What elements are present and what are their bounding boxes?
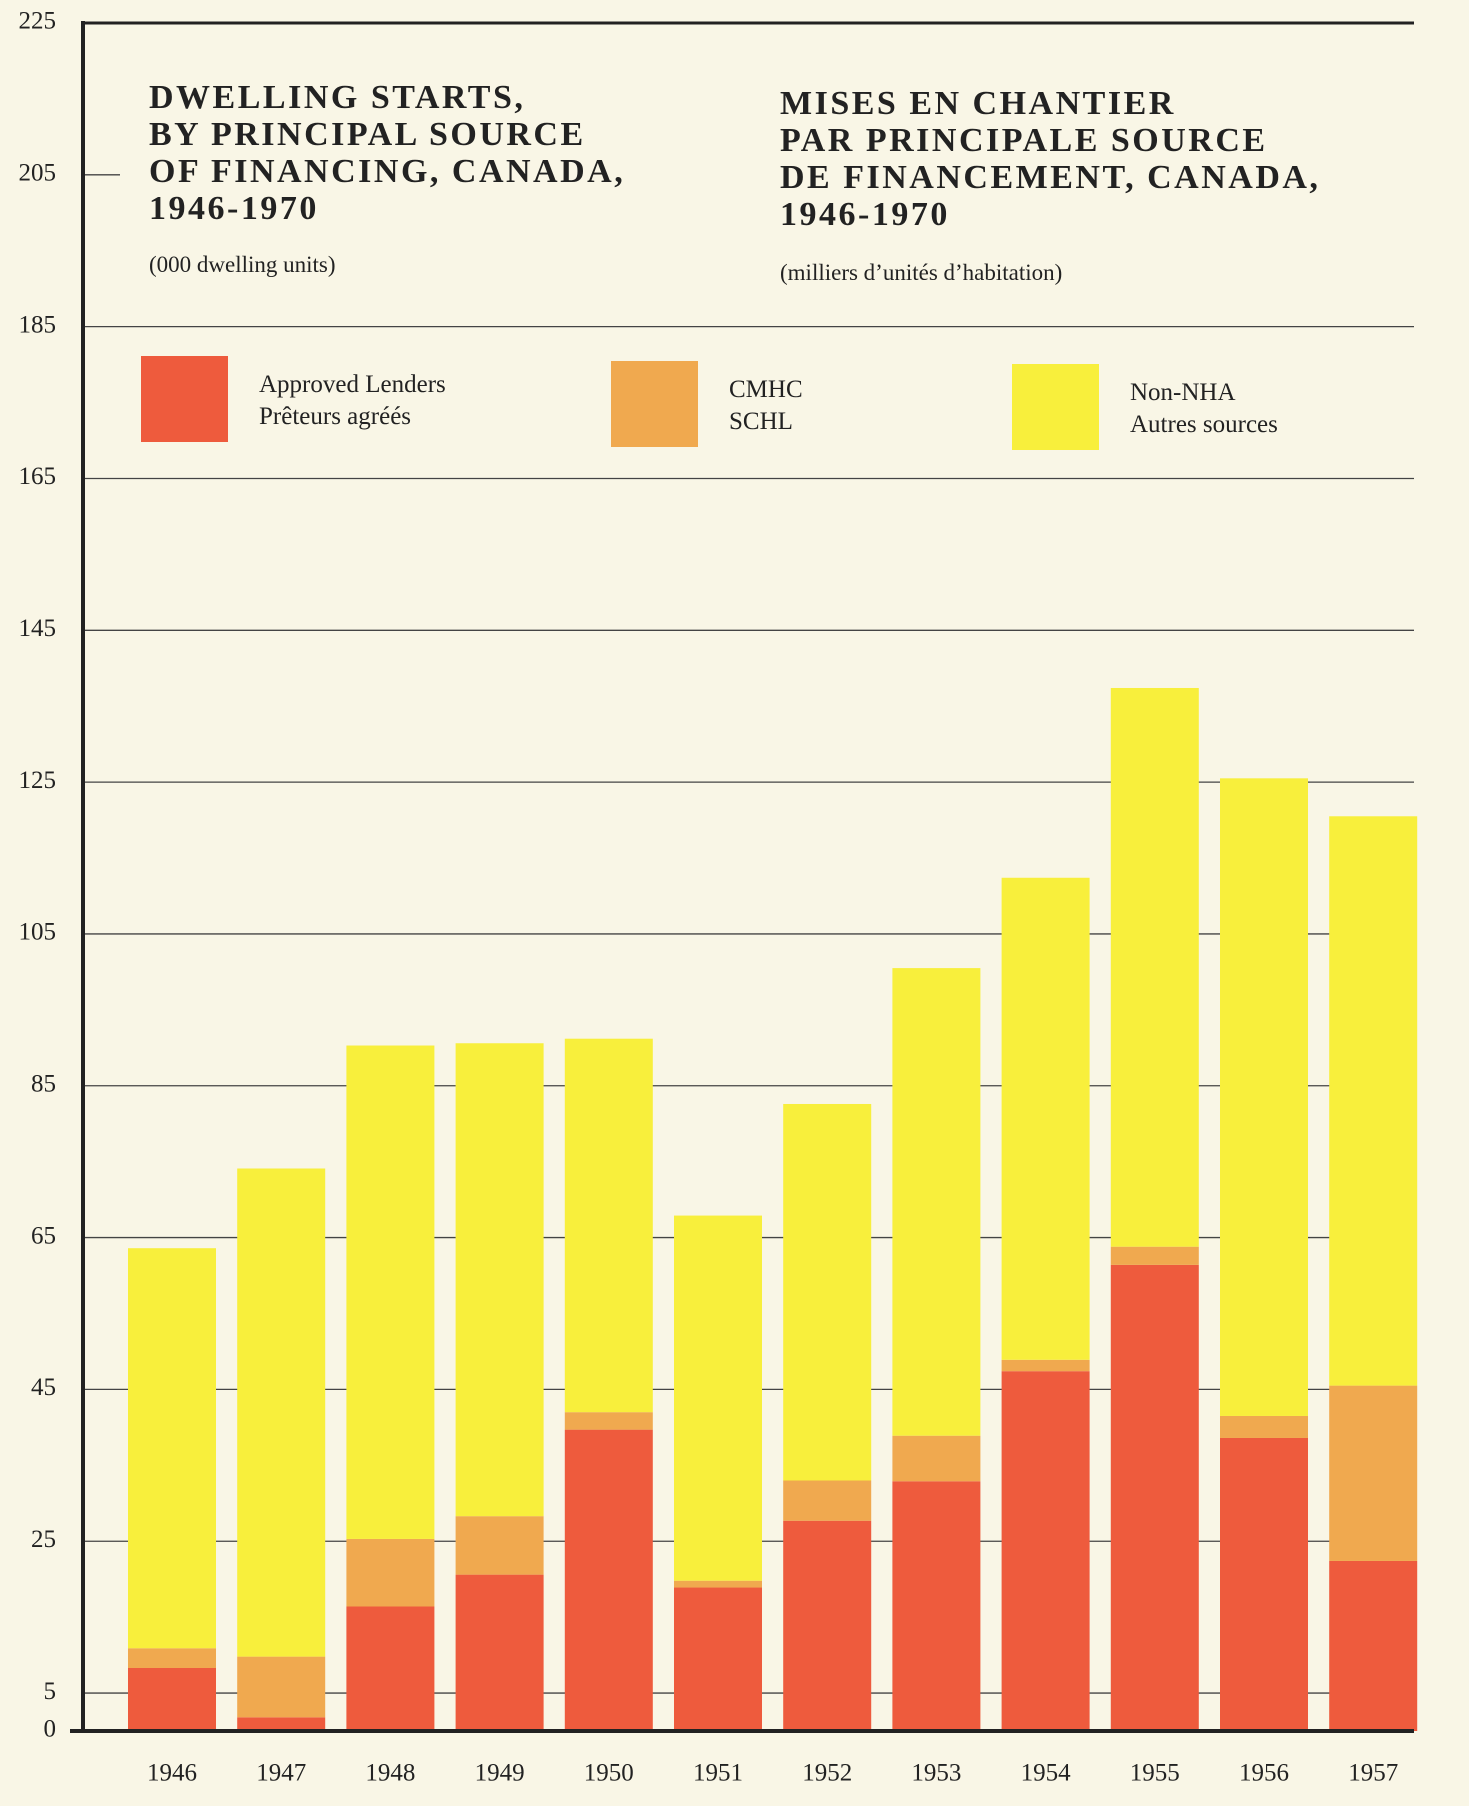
x-tick-label: 1949 [475, 1760, 525, 1787]
bar-segment [1001, 1359, 1090, 1372]
chart-title-fr: PAR PRINCIPALE SOURCE [780, 122, 1268, 159]
y-tick-label: 65 [31, 1222, 56, 1249]
y-tick-label: 5 [44, 1678, 57, 1705]
bar-segment [892, 1435, 981, 1482]
bar-segment [346, 1045, 435, 1539]
chart-title: BY PRINCIPAL SOURCE [149, 116, 586, 153]
y-tick-label: 0 [44, 1716, 57, 1743]
bar-segment [564, 1412, 653, 1430]
y-tick-label: 105 [19, 919, 57, 946]
bar-segment [1110, 1246, 1199, 1265]
bar-segment [1329, 816, 1418, 1386]
y-tick-label: 185 [19, 311, 57, 338]
x-tick-label: 1957 [1348, 1760, 1398, 1787]
bar-segment [455, 1043, 544, 1517]
bar-segment [346, 1538, 435, 1607]
bar-segment [1329, 1560, 1418, 1731]
x-tick-label: 1952 [802, 1760, 852, 1787]
bar-segment [892, 968, 981, 1436]
bar-segment [128, 1648, 216, 1668]
chart-title: OF FINANCING, CANADA, [149, 153, 625, 190]
legend-swatch [141, 356, 228, 442]
bar-segment [1220, 778, 1308, 1416]
chart-title-fr: 1946-1970 [780, 196, 950, 233]
legend-label: Approved Lenders [259, 371, 446, 398]
x-tick-label: 1950 [584, 1760, 634, 1787]
y-tick-label: 205 [19, 160, 57, 187]
chart-title-fr: DE FINANCEMENT, CANADA, [780, 159, 1320, 196]
x-tick-label: 1947 [256, 1760, 306, 1787]
x-tick-label: 1946 [147, 1760, 197, 1787]
legend-swatch [1012, 364, 1099, 450]
title-backdrop [120, 45, 1414, 285]
bar-segment [1220, 1437, 1308, 1731]
bar-segment [1220, 1415, 1308, 1438]
bar-segment [783, 1520, 872, 1731]
bar-segment [564, 1429, 653, 1731]
bar-segment [892, 1481, 981, 1731]
x-tick-label: 1951 [693, 1760, 743, 1787]
chart-title: DWELLING STARTS, [149, 79, 525, 116]
bar-segment [128, 1248, 216, 1649]
y-tick-label: 145 [19, 615, 57, 642]
bar-segment [674, 1587, 762, 1731]
bar-segment [1329, 1385, 1418, 1561]
legend-label-fr: Autres sources [1130, 411, 1278, 438]
legend-label: Non-NHA [1130, 379, 1236, 406]
bar-segment [346, 1606, 435, 1731]
bar-segment [455, 1516, 544, 1575]
x-tick-label: 1955 [1130, 1760, 1180, 1787]
chart-title: 1946-1970 [149, 190, 319, 227]
y-tick-label: 25 [31, 1526, 56, 1553]
bar-segment [237, 1168, 326, 1657]
x-tick-label: 1948 [365, 1760, 415, 1787]
bar-segment [1001, 1371, 1090, 1731]
bar-segment [674, 1215, 762, 1581]
bar-segment [783, 1480, 872, 1521]
bar-segment [564, 1038, 653, 1413]
x-tick-label: 1953 [911, 1760, 961, 1787]
bar-segment [1110, 687, 1199, 1247]
legend-swatch [611, 361, 698, 447]
bar-segment [237, 1656, 326, 1718]
subtitle: (000 dwelling units) [149, 252, 336, 277]
bar-segment [1110, 1264, 1199, 1731]
legend-label-fr: Prêteurs agréés [259, 403, 411, 430]
y-tick-label: 125 [19, 767, 57, 794]
y-tick-label: 165 [19, 463, 57, 490]
x-tick-label: 1956 [1239, 1760, 1289, 1787]
y-tick-label: 45 [31, 1374, 56, 1401]
legend-label: CMHC [729, 376, 803, 403]
y-tick-label: 85 [31, 1070, 56, 1097]
x-tick-label: 1954 [1021, 1760, 1072, 1787]
bar-segment [1001, 877, 1090, 1360]
bar-segment [237, 1717, 326, 1731]
bar-segment [674, 1580, 762, 1588]
bar-segment [783, 1103, 872, 1481]
legend-label-fr: SCHL [729, 408, 793, 435]
chart-title-fr: MISES EN CHANTIER [780, 85, 1176, 122]
subtitle-fr: (milliers d’unités d’habitation) [780, 260, 1062, 285]
bar-segment [455, 1574, 544, 1731]
bar-segment [128, 1667, 216, 1731]
y-tick-label: 225 [19, 8, 57, 35]
